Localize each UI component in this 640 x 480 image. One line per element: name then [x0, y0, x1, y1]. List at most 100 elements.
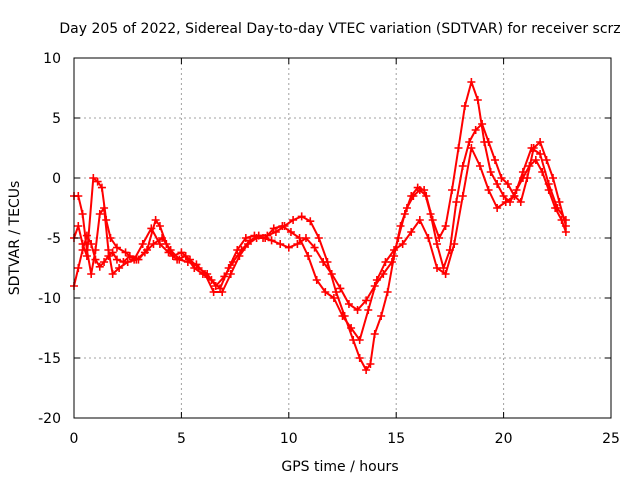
data-point	[473, 96, 482, 104]
data-point	[390, 246, 399, 254]
data-point	[82, 246, 91, 254]
data-point	[493, 180, 502, 188]
data-point	[267, 236, 276, 245]
data-point	[452, 198, 461, 206]
data-point	[465, 138, 474, 146]
data-point	[209, 288, 218, 296]
data-point	[155, 222, 164, 230]
data-point	[471, 126, 480, 134]
data-point	[87, 270, 96, 278]
data-point	[484, 138, 493, 146]
data-point	[553, 204, 562, 212]
data-point	[95, 210, 104, 218]
data-point	[467, 144, 476, 152]
x-tick-label: 10	[280, 431, 298, 447]
data-point	[108, 248, 117, 257]
data-point	[91, 246, 100, 254]
y-tick-label: -20	[38, 411, 61, 427]
data-point	[458, 162, 467, 170]
data-point	[104, 246, 113, 254]
data-point	[74, 192, 83, 200]
data-point	[458, 192, 467, 200]
data-point	[398, 240, 407, 248]
data-point	[555, 198, 564, 206]
data-point	[276, 240, 285, 248]
data-point	[531, 156, 540, 164]
data-point	[364, 306, 373, 314]
data-point	[192, 260, 201, 269]
data-point	[518, 168, 527, 176]
data-point	[226, 270, 235, 278]
y-tick-label: -5	[47, 231, 61, 247]
data-point	[235, 252, 244, 260]
data-point	[450, 240, 459, 248]
data-point	[347, 324, 356, 332]
data-point	[112, 243, 121, 252]
data-point	[467, 78, 476, 86]
series-track-2	[70, 120, 570, 314]
data-point	[74, 264, 83, 272]
data-point	[336, 284, 345, 293]
data-point	[121, 248, 130, 257]
data-point	[484, 186, 493, 194]
data-point	[332, 288, 341, 296]
data-point	[372, 276, 381, 284]
data-point	[278, 222, 287, 230]
data-point	[138, 240, 147, 248]
x-tick-label: 15	[387, 431, 405, 447]
chart-title: Day 205 of 2022, Sidereal Day-to-day VTE…	[59, 21, 620, 37]
data-point	[362, 296, 371, 305]
data-point	[497, 174, 506, 182]
data-point	[400, 210, 409, 218]
x-tick-label: 0	[70, 431, 79, 447]
data-point	[344, 300, 353, 308]
data-point	[475, 162, 484, 170]
data-point	[132, 255, 141, 264]
data-point	[536, 150, 545, 158]
data-point	[289, 216, 298, 224]
data-point	[561, 216, 570, 224]
data-point	[381, 258, 390, 266]
data-point	[394, 234, 403, 242]
data-point	[383, 288, 392, 296]
data-point	[95, 262, 104, 271]
data-point	[310, 243, 319, 252]
data-point	[147, 224, 156, 233]
data-point	[353, 306, 362, 314]
data-point	[181, 252, 190, 260]
data-point	[491, 156, 500, 164]
y-tick-label: 10	[43, 51, 61, 67]
data-point	[224, 264, 233, 272]
data-point	[158, 234, 167, 242]
data-point	[486, 168, 495, 176]
data-point	[433, 240, 442, 248]
data-point	[241, 234, 250, 242]
data-point	[426, 210, 435, 218]
data-point	[304, 252, 313, 260]
data-point	[478, 120, 487, 128]
data-point	[501, 198, 510, 206]
data-point	[100, 258, 109, 266]
data-point	[233, 246, 242, 254]
data-point	[93, 177, 102, 186]
y-axis-label: SDTVAR / TECUs	[7, 181, 23, 296]
data-series	[70, 78, 570, 374]
data-point	[89, 174, 98, 182]
data-point	[314, 234, 323, 242]
data-point	[370, 330, 379, 338]
x-axis-label: GPS time / hours	[281, 459, 398, 475]
data-point	[319, 258, 328, 266]
data-point	[366, 360, 375, 368]
data-point	[536, 138, 545, 146]
data-point	[166, 246, 175, 254]
series-line	[73, 123, 567, 311]
data-point	[218, 288, 227, 296]
axes: 0 5 10 15 20 25 -20 -15 -10 -5 0 5 10	[38, 51, 620, 447]
series-track-1	[70, 78, 570, 374]
data-point	[123, 258, 132, 266]
data-point	[100, 204, 109, 212]
data-point	[362, 366, 371, 374]
data-point	[306, 217, 315, 226]
